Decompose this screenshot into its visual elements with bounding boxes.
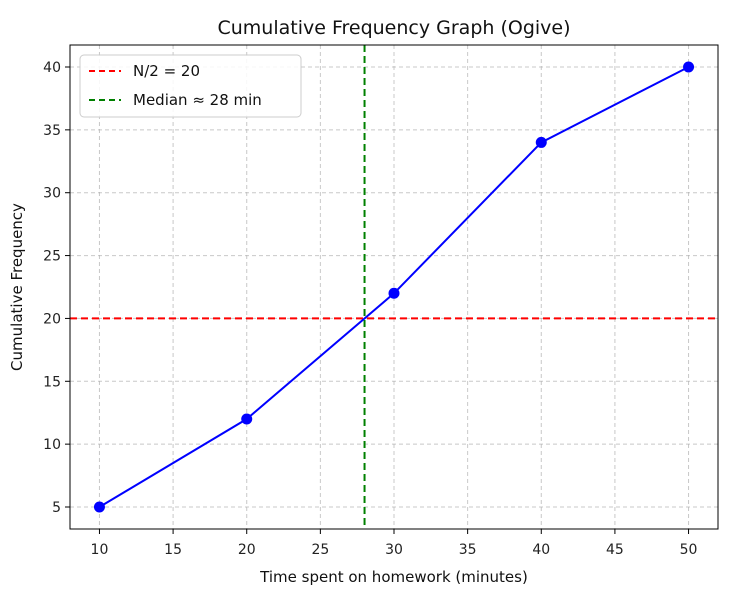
y-tick-label-25: 25 [43, 249, 61, 265]
legend-label-n-half: N/2 = 20 [133, 62, 200, 80]
y-tick-label-10: 10 [43, 437, 61, 453]
data-point-50 [683, 61, 695, 73]
data-point-40 [535, 136, 547, 148]
legend-box [79, 54, 302, 118]
x-tick-label-20: 20 [238, 542, 256, 558]
chart-title: Cumulative Frequency Graph (Ogive) [217, 17, 570, 39]
data-point-10 [93, 501, 105, 513]
x-tick-label-40: 40 [532, 542, 550, 558]
x-tick-label-15: 15 [164, 542, 182, 558]
x-tick-label-10: 10 [91, 542, 109, 558]
data-point-30 [388, 287, 400, 299]
y-tick-label-5: 5 [52, 500, 61, 516]
x-axis-title: Time spent on homework (minutes) [259, 568, 528, 586]
y-axis-title: Cumulative Frequency [8, 203, 26, 371]
data-point-20 [241, 413, 253, 425]
y-tick-label-20: 20 [43, 311, 61, 327]
x-tick-label-30: 30 [385, 542, 403, 558]
x-tick-label-25: 25 [311, 542, 329, 558]
y-tick-label-35: 35 [43, 123, 61, 139]
x-tick-label-50: 50 [680, 542, 698, 558]
x-axis-ticks: 10 15 20 25 30 35 40 45 50 [91, 529, 698, 558]
series [93, 61, 695, 513]
legend: N/2 = 20 Median ≈ 28 min [79, 54, 302, 118]
y-tick-label-15: 15 [43, 374, 61, 390]
y-tick-label-30: 30 [43, 186, 61, 202]
y-axis-ticks: 5 10 15 20 25 30 35 40 [43, 60, 70, 516]
x-tick-label-45: 45 [606, 542, 624, 558]
legend-label-median: Median ≈ 28 min [133, 91, 262, 109]
reference-lines [70, 45, 718, 529]
y-tick-label-40: 40 [43, 60, 61, 76]
x-tick-label-35: 35 [459, 542, 477, 558]
